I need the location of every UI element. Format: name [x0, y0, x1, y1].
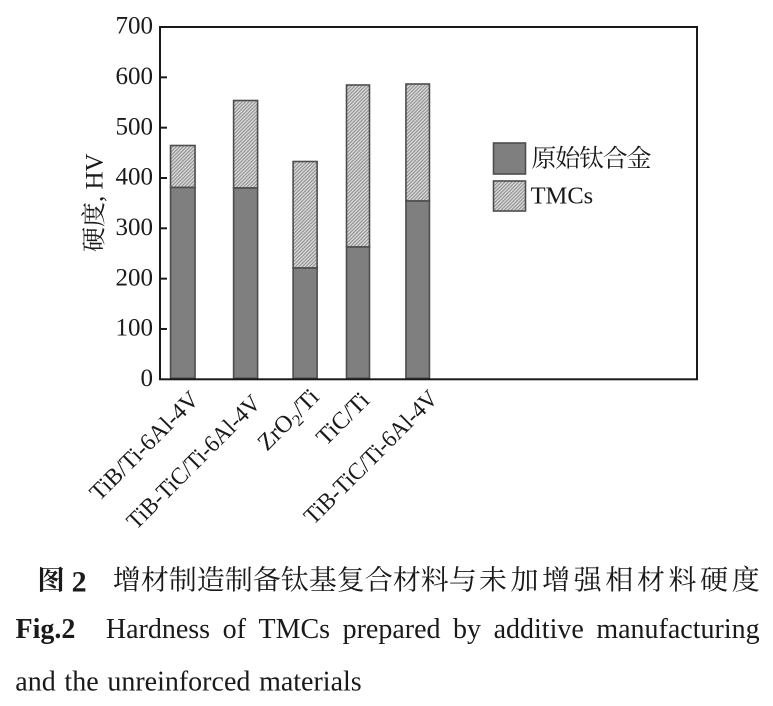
svg-text:Fig.2: Fig.2 — [16, 614, 76, 645]
svg-text:300: 300 — [116, 214, 154, 241]
svg-text:200: 200 — [116, 264, 154, 291]
svg-text:and the unreinforced materials: and the unreinforced materials — [15, 667, 361, 698]
svg-text:400: 400 — [116, 164, 154, 191]
svg-text:500: 500 — [116, 113, 154, 140]
svg-text:additive: additive — [494, 614, 584, 645]
svg-text:, HV: , HV — [82, 153, 109, 202]
svg-text:TMCs: TMCs — [531, 183, 594, 210]
svg-text:2: 2 — [72, 565, 87, 598]
svg-text:TMCs: TMCs — [258, 614, 330, 645]
svg-text:700: 700 — [116, 13, 154, 40]
svg-text:prepared: prepared — [343, 614, 441, 645]
svg-text:manufacturing: manufacturing — [596, 614, 759, 645]
svg-text:Hardness: Hardness — [106, 614, 210, 645]
svg-text:of: of — [223, 614, 247, 645]
svg-text:600: 600 — [116, 63, 154, 90]
svg-text:by: by — [453, 614, 481, 645]
svg-text:0: 0 — [141, 365, 154, 392]
svg-text:100: 100 — [116, 315, 154, 342]
